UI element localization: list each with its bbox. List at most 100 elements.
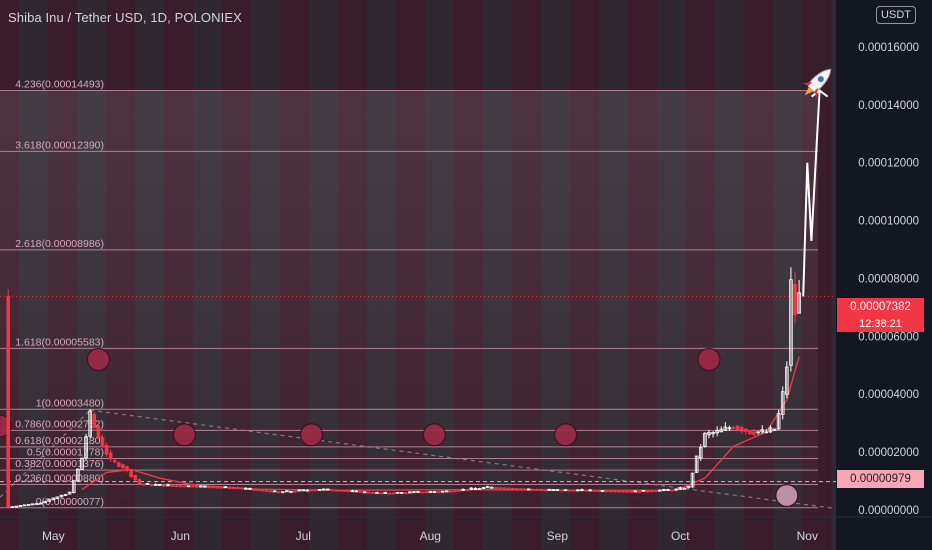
x-axis-tick-label: Jul: [296, 529, 311, 543]
candle-body: [39, 502, 43, 505]
candle-body: [768, 427, 773, 433]
candle-body: [301, 489, 306, 492]
candle-body: [744, 428, 748, 432]
fib-level-label: 2.618(0.00008986): [15, 238, 104, 250]
candle-body: [469, 487, 474, 490]
highlight-circle: [86, 347, 110, 372]
candle-body: [436, 491, 441, 493]
candle-body: [600, 490, 605, 493]
candle-body: [416, 491, 420, 493]
candle-body: [55, 496, 60, 499]
candle-body: [764, 431, 769, 434]
candle-body: [199, 485, 203, 488]
candle-body: [793, 283, 797, 316]
candle-body: [403, 492, 408, 494]
fib-level-label: 3.618(0.00012390): [15, 139, 104, 151]
candle-body: [588, 489, 592, 492]
candle-body: [424, 491, 428, 494]
candle-body: [584, 489, 588, 492]
x-axis-tick-label: May: [42, 529, 65, 543]
candle-body: [280, 491, 285, 494]
candle-body: [559, 489, 564, 492]
candle-body: [158, 484, 162, 486]
fib-level-label: 0(0.00000077): [36, 496, 104, 508]
candle-body: [772, 428, 777, 431]
y-axis-tick-label: 0.00014000: [858, 100, 919, 112]
candle-body: [252, 488, 256, 491]
candle-body: [203, 485, 207, 488]
last-price-tag: 0.00007382: [837, 298, 924, 316]
candle-body: [96, 425, 101, 439]
candle-body: [412, 491, 416, 494]
candle-body: [678, 487, 683, 490]
candle-body: [645, 490, 650, 493]
fib-level-label: 0.5(0.00001778): [27, 447, 104, 459]
candle-body: [547, 489, 551, 491]
candle-body: [354, 490, 359, 493]
candle-body: [498, 487, 502, 490]
candle-body: [112, 460, 117, 463]
fib-level-label: 1.618(0.00005583): [15, 336, 104, 348]
fib-level-label: 0.382(0.00001376): [15, 458, 104, 470]
y-axis-tick-label: 0.00006000: [858, 331, 919, 343]
y-axis-tick-label: 0.00012000: [858, 158, 919, 170]
marked-price-tag: 0.00000979: [837, 470, 924, 488]
candle-body: [739, 427, 744, 432]
candle-body: [563, 489, 568, 492]
candle-body: [84, 436, 88, 459]
y-axis-tick-label: 0.00016000: [858, 42, 919, 54]
candle-body: [674, 488, 678, 491]
candle-body: [715, 429, 719, 434]
candle-body: [514, 488, 519, 490]
candle-body: [686, 485, 691, 489]
candle-body: [518, 488, 523, 491]
candle-body: [473, 488, 478, 490]
candle-body: [268, 490, 273, 493]
candle-body: [399, 492, 404, 494]
candle-body: [71, 480, 76, 494]
candle-body: [641, 489, 646, 492]
candle-body: [694, 455, 699, 473]
candle-body: [141, 483, 146, 486]
candle-body: [30, 503, 35, 506]
fib-level-label: 0.786(0.00002752): [15, 418, 104, 430]
candle-body: [539, 489, 543, 491]
highlight-circle: [172, 423, 197, 447]
candle-body: [408, 491, 412, 494]
candle-body: [133, 474, 138, 481]
candle-body: [88, 410, 92, 437]
candle-body: [432, 491, 437, 494]
candle-body: [330, 489, 334, 492]
candle-body: [264, 490, 269, 492]
candle-body: [780, 391, 785, 415]
currency-badge[interactable]: USDT: [876, 6, 916, 24]
candle-body: [182, 485, 187, 488]
candle-body: [703, 432, 707, 447]
candle-body: [244, 487, 248, 490]
candle-body: [162, 484, 166, 487]
candle-body: [379, 492, 383, 495]
highlight-circle: [775, 483, 799, 508]
candle-body: [596, 490, 601, 492]
candle-body: [707, 432, 711, 436]
candle-body: [670, 489, 674, 492]
candle-body: [797, 292, 801, 314]
candle-body: [235, 487, 240, 490]
y-axis-tick-label: 0.00008000: [858, 273, 919, 285]
y-axis-tick-label: 0.00010000: [858, 216, 919, 228]
candle-body: [383, 492, 388, 494]
candle-body: [420, 491, 424, 494]
symbol-title: Shiba Inu / Tether USD, 1D, POLONIEX: [8, 10, 242, 25]
candle-body: [145, 483, 150, 486]
candle-body: [239, 487, 244, 490]
candle-body: [76, 468, 80, 482]
candle-body: [576, 489, 580, 492]
candle-body: [219, 486, 224, 489]
y-axis-tick-label: 0.00002000: [858, 447, 919, 459]
candle-body: [637, 491, 642, 493]
candle-body: [10, 506, 15, 509]
candle-body: [494, 487, 498, 490]
highlight-circle: [697, 347, 721, 372]
